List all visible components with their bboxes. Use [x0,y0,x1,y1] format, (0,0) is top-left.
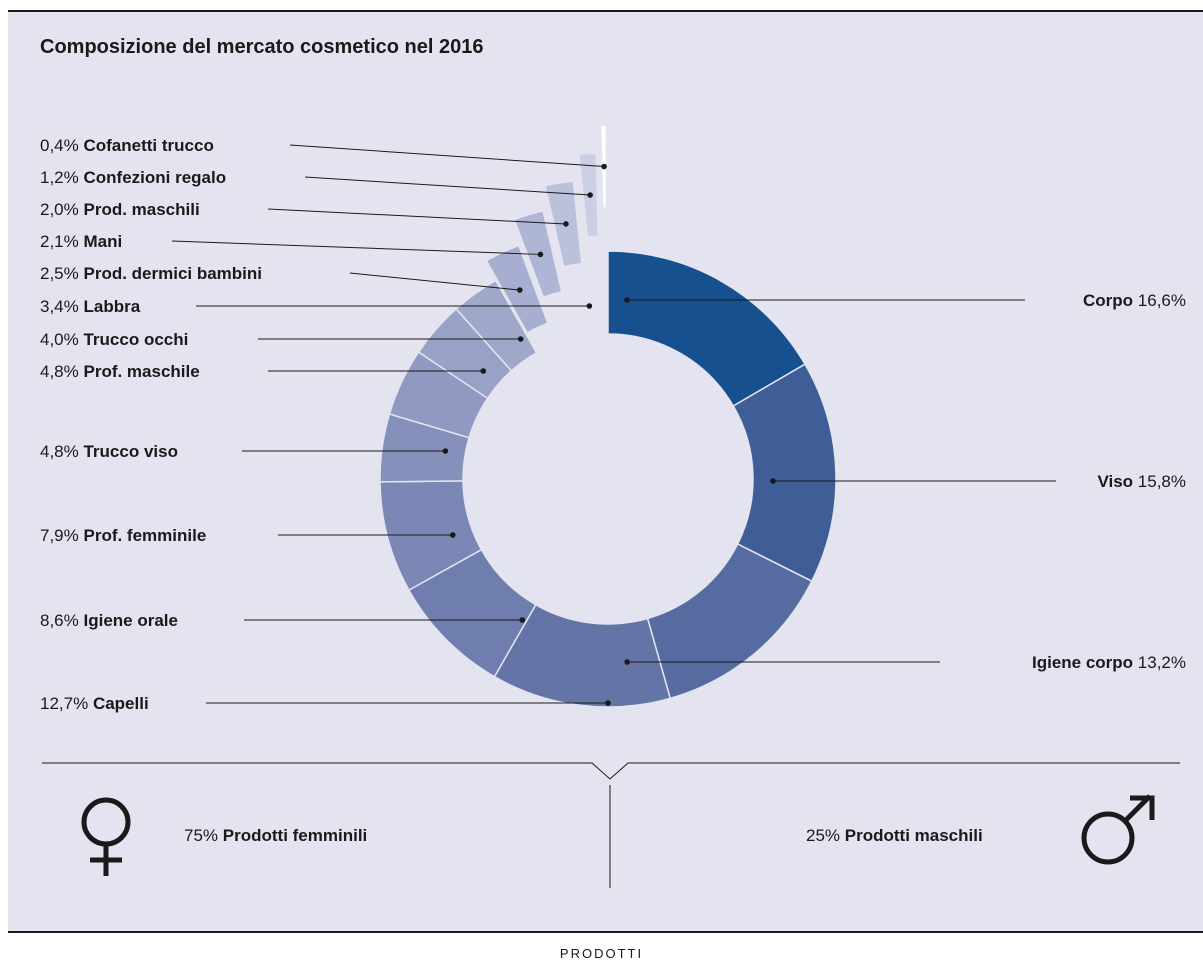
leader-dot [519,617,526,623]
slice-label: 4,8% Trucco viso [40,442,178,461]
slice-percent: 12,7% [40,694,88,713]
slice-label: 4,0% Trucco occhi [40,330,188,349]
top-rule [8,10,1203,12]
slice-name: Prof. maschile [83,362,199,381]
leader-dot [442,448,449,454]
leader-line [289,144,605,168]
leader-dot [587,192,593,198]
slice-percent: 3,4% [40,297,79,316]
slice-name: Trucco viso [83,442,177,461]
slice-percent: 2,1% [40,232,79,251]
slice-percent: 13,2% [1138,653,1186,672]
leader-line [349,272,520,291]
slice-percent: 0,4% [40,136,79,155]
slice-name: Igiene orale [83,611,177,630]
leader-dot [624,659,630,665]
leader-dot [517,336,524,342]
slice-percent: 8,6% [40,611,79,630]
divider-notch-line [42,762,1180,780]
female-summary: 75% Prodotti femminili [184,826,367,846]
slice-label: 0,4% Cofanetti trucco [40,136,214,155]
female-symbol-icon [81,797,131,876]
male-symbol-icon [1081,794,1155,865]
leader-dot [563,221,569,227]
slice-percent: 2,5% [40,264,79,283]
slice-label: Viso 15,8% [1097,472,1186,491]
leader-lines [171,144,1056,706]
leader-dot [601,163,607,170]
slice-percent: 16,6% [1138,291,1186,310]
slice-percent: 4,8% [40,442,79,461]
slice-label: 3,4% Labbra [40,297,141,316]
slice-percent: 1,2% [40,168,79,187]
slice-label: 1,2% Confezioni regalo [40,168,226,187]
slice-name: Capelli [93,694,149,713]
slice-percent: 2,0% [40,200,79,219]
slice-name: Corpo [1083,291,1133,310]
leader-line [171,240,541,255]
leader-dot [586,303,593,309]
slice-label: 2,0% Prod. maschili [40,200,200,219]
male-label: Prodotti maschili [844,826,983,845]
male-summary: 25% Prodotti maschili [806,826,983,846]
leader-dot [624,297,630,303]
slice-name: Labbra [83,297,140,316]
donut-slices [379,124,837,708]
slice-label: 2,1% Mani [40,232,122,251]
slice-name: Prod. maschili [83,200,199,219]
slice-percent: 7,9% [40,526,79,545]
slice-name: Mani [83,232,122,251]
donut-slice [732,363,837,583]
slice-percent: 4,0% [40,330,79,349]
female-label: Prodotti femminili [222,826,368,845]
slice-label: Corpo 16,6% [1083,291,1186,310]
leader-line [267,208,566,225]
slice-name: Confezioni regalo [83,168,226,187]
leader-dot [537,251,544,258]
slice-label: 8,6% Igiene orale [40,611,178,630]
leader-line [304,176,591,196]
slice-name: Prod. dermici bambini [83,264,262,283]
leader-dot [480,368,487,374]
slice-label: 4,8% Prof. maschile [40,362,200,381]
chart-title: Composizione del mercato cosmetico nel 2… [40,36,484,58]
slice-label: Igiene corpo 13,2% [1032,653,1186,672]
leader-dot [517,287,523,293]
slice-percent: 15,8% [1138,472,1186,491]
slice-name: Cofanetti trucco [83,136,213,155]
male-percent: 25% [806,826,841,845]
slice-name: Prof. femminile [83,526,206,545]
donut-slice [485,244,549,334]
leader-dot [605,700,611,706]
slice-label: 7,9% Prof. femminile [40,526,206,545]
female-percent: 75% [184,826,219,845]
slice-name: Viso [1097,472,1133,491]
leader-dot [770,478,776,484]
slice-percent: 4,8% [40,362,79,381]
slice-name: Igiene corpo [1032,653,1133,672]
slice-name: Trucco occhi [83,330,188,349]
donut-slice [455,279,538,372]
leader-dot [449,532,456,538]
slice-label: 2,5% Prod. dermici bambini [40,264,262,283]
footer-section-label: PRODOTTI [559,946,644,961]
bottom-rule [8,931,1203,933]
slice-labels: Corpo 16,6%Viso 15,8%Igiene corpo 13,2%1… [40,136,1186,713]
slice-label: 12,7% Capelli [40,694,149,713]
